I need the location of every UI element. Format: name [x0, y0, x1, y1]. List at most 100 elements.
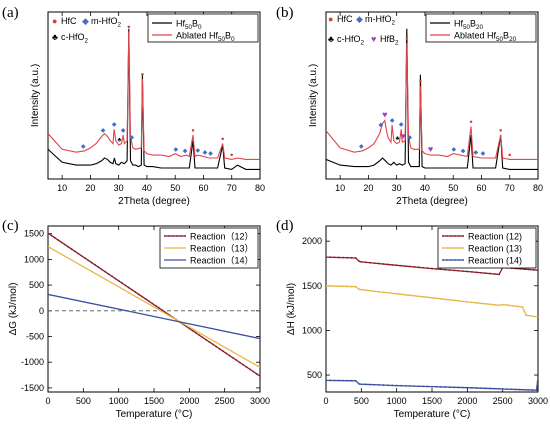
series-marker — [431, 385, 433, 388]
text-part: B — [470, 19, 476, 29]
legend-marker — [454, 247, 456, 249]
peak-marker: ♣ — [118, 138, 122, 144]
legend-marker — [462, 235, 464, 237]
x-tick-label: 3000 — [250, 396, 270, 406]
series-marker — [337, 256, 340, 259]
legend-label: Hf50B0 — [176, 19, 202, 32]
series-marker — [444, 298, 447, 301]
x-tick-label: 2000 — [179, 396, 199, 406]
series-marker — [400, 264, 402, 267]
series-marker — [57, 239, 59, 241]
series-line-0 — [48, 28, 260, 170]
y-tick-label: 1000 — [24, 254, 44, 264]
series-marker — [448, 298, 451, 301]
series-marker — [211, 343, 214, 346]
series-marker — [475, 271, 478, 274]
series-marker — [489, 387, 491, 390]
series-marker — [94, 264, 97, 266]
x-tick-label: 1000 — [387, 396, 407, 406]
series-line-1 — [48, 31, 260, 160]
series-marker — [470, 271, 473, 273]
series-marker — [453, 386, 455, 389]
x-tick-label: 30 — [114, 183, 124, 193]
peak-marker: ◆ — [379, 123, 384, 129]
series-marker — [391, 292, 394, 295]
x-tick-label: 80 — [255, 183, 265, 193]
peak-marker: ● — [508, 152, 512, 158]
peak-marker: ● — [419, 79, 423, 85]
series-marker — [378, 262, 380, 265]
legend-marker — [454, 259, 456, 261]
series-marker — [360, 383, 363, 386]
text-part: 2 — [392, 20, 396, 27]
series-marker — [358, 288, 361, 291]
marker-legend-label: m-HfO2 — [91, 16, 122, 29]
x-tick-label: 500 — [76, 396, 91, 406]
legend-marker — [458, 259, 460, 261]
series-marker — [462, 300, 464, 303]
marker-legend-symbol: ◆ — [82, 16, 89, 26]
series-marker — [70, 248, 73, 250]
series-marker — [373, 383, 376, 386]
series-marker — [198, 334, 201, 337]
peak-marker: ♥ — [400, 131, 405, 141]
series-marker — [400, 384, 402, 387]
x-tick-label: 1500 — [422, 396, 442, 406]
x-axis-label: Temperature (°C) — [394, 409, 471, 420]
series-marker — [501, 388, 504, 390]
series-marker — [523, 268, 526, 271]
series-marker — [489, 303, 491, 306]
series-marker — [242, 363, 245, 366]
series-marker — [87, 259, 90, 262]
x-axis-label: Temperature (°C) — [116, 409, 193, 420]
legend-label: Reaction（12） — [190, 232, 254, 242]
series-group — [326, 256, 538, 392]
text-part: 0 — [198, 24, 202, 31]
series-marker — [386, 263, 389, 266]
legend-label: Reaction (14) — [468, 256, 522, 266]
series-marker — [104, 270, 107, 273]
series-marker — [536, 380, 538, 383]
series-marker — [252, 370, 255, 373]
series-marker — [333, 285, 336, 287]
series-marker — [431, 267, 433, 270]
marker-legend-symbol: ● — [328, 14, 333, 24]
series-marker — [400, 293, 402, 296]
peak-marker: ◆ — [208, 151, 213, 157]
series-group — [48, 232, 260, 377]
peak-marker: ♥ — [382, 110, 387, 120]
y-tick-label: 1500 — [24, 229, 44, 239]
text-part: c-HfO — [337, 34, 361, 44]
legend-marker — [446, 247, 448, 249]
legend-label: Reaction (12) — [468, 232, 522, 242]
legend-marker — [442, 259, 444, 261]
legend-marker — [180, 235, 182, 237]
peak-marker: ● — [191, 128, 195, 134]
legend-marker — [462, 247, 464, 249]
series-marker — [516, 305, 519, 308]
series-line-1 — [48, 246, 260, 368]
series-marker — [484, 272, 487, 275]
series-marker — [60, 241, 63, 244]
panel-label: (a) — [2, 5, 19, 21]
series-marker — [409, 294, 411, 297]
x-tick-label: 60 — [198, 183, 208, 193]
series-marker — [205, 338, 208, 341]
series-marker — [480, 271, 482, 274]
series-marker — [439, 268, 442, 271]
series-marker — [100, 268, 103, 271]
peak-marker: ◆ — [203, 150, 208, 156]
y-tick-label: -1500 — [21, 383, 44, 393]
legend-marker — [184, 235, 186, 237]
series-marker — [525, 314, 527, 317]
x-tick-label: 2500 — [493, 396, 513, 406]
series-marker — [475, 387, 478, 389]
text-part: 50 — [185, 24, 193, 31]
text-part: 2 — [395, 40, 399, 47]
y-tick-label: 1500 — [302, 281, 322, 291]
peak-marker: ◆ — [474, 150, 479, 156]
series-marker — [466, 300, 469, 303]
series-marker — [67, 245, 70, 248]
series-marker — [77, 252, 80, 255]
y-axis-label: ΔG (kJ/mol) — [8, 283, 19, 336]
